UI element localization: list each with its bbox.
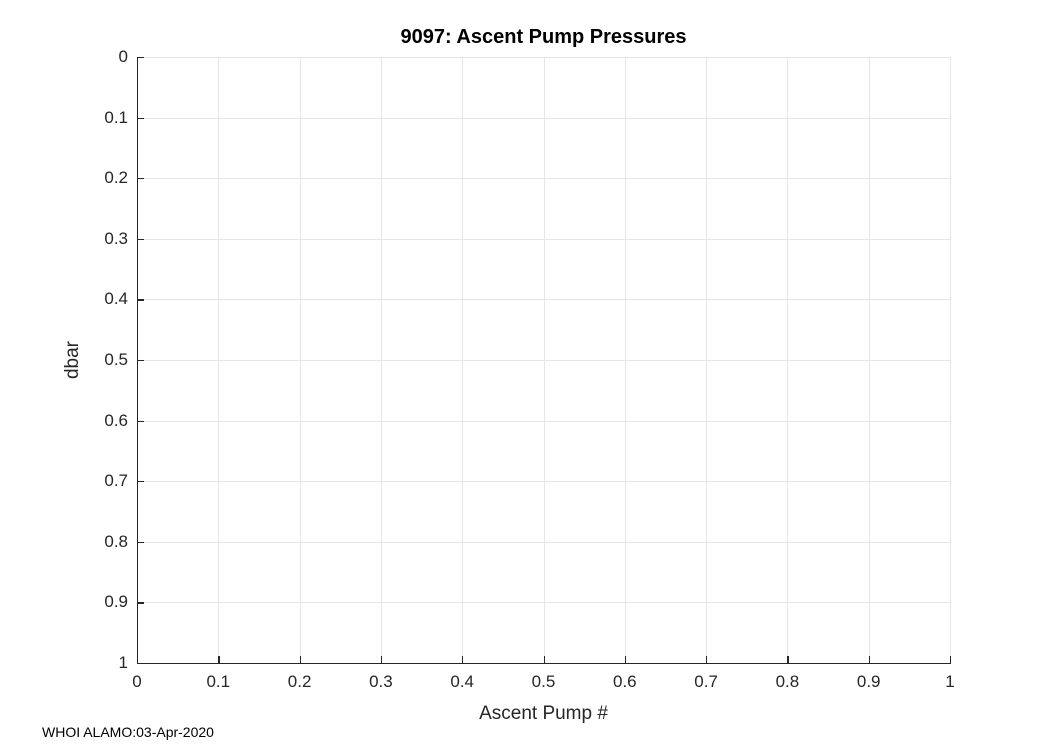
y-tick-mark (137, 420, 144, 422)
x-gridline (950, 57, 951, 663)
y-tick-mark (137, 481, 144, 483)
y-gridline (137, 481, 950, 483)
x-tick-label: 0.3 (369, 672, 393, 691)
y-gridline (137, 117, 950, 119)
x-tick-label: 0 (132, 672, 142, 691)
y-gridline (137, 602, 950, 604)
y-axis-label: dbar (62, 340, 83, 380)
x-tick-mark (380, 656, 383, 663)
y-tick-label: 0.9 (104, 592, 128, 612)
x-tick-label: 0.8 (775, 672, 800, 691)
y-tick-mark (137, 602, 144, 604)
x-tick-label: 0.2 (287, 672, 312, 691)
watermark-text: WHOI ALAMO:03-Apr-2020 (42, 724, 214, 740)
y-gridline (137, 57, 950, 58)
x-tick-mark (462, 656, 464, 663)
y-tick-mark (137, 117, 144, 119)
y-tick-mark (137, 299, 144, 301)
x-tick-mark (624, 656, 627, 663)
x-tick-label: 0.1 (206, 672, 231, 691)
y-tick-label: 0.1 (104, 107, 128, 127)
y-gridline (137, 178, 950, 180)
y-tick-label: 0.3 (104, 228, 128, 248)
y-tick-label: 0.8 (104, 531, 128, 551)
y-tick-label: 0.6 (104, 410, 128, 430)
y-gridline (137, 299, 950, 301)
x-tick-mark (950, 656, 952, 663)
y-tick-label: 0.2 (104, 168, 128, 188)
x-tick-mark (299, 656, 301, 663)
x-tick-label: 0.7 (694, 672, 718, 691)
y-gridline (137, 360, 950, 361)
x-tick-mark (868, 656, 870, 663)
y-tick-mark (137, 360, 144, 362)
x-tick-label: 0.6 (612, 672, 637, 691)
x-tick-label: 0.9 (856, 672, 881, 691)
x-tick-label: 0.5 (531, 672, 556, 691)
y-gridline (137, 541, 950, 543)
y-tick-mark (137, 57, 144, 59)
y-tick-label: 0.5 (104, 350, 128, 369)
y-tick-label: 1 (118, 653, 128, 672)
x-tick-mark (787, 656, 789, 663)
x-tick-mark (137, 656, 139, 663)
x-tick-mark (218, 656, 220, 663)
y-tick-label: 0.7 (104, 471, 128, 491)
x-axis-line (137, 663, 952, 665)
y-gridline (137, 420, 950, 422)
x-tick-mark (543, 656, 545, 663)
y-gridline (137, 238, 950, 240)
y-tick-mark (137, 541, 144, 544)
y-tick-mark (137, 178, 144, 180)
x-axis-label: Ascent Pump # (479, 703, 608, 724)
y-tick-mark (137, 238, 144, 241)
x-tick-label: 0.4 (450, 672, 475, 691)
y-tick-label: 0 (118, 47, 128, 66)
chart-title: 9097: Ascent Pump Pressures (400, 26, 687, 48)
x-tick-mark (706, 656, 708, 663)
x-tick-label: 1 (945, 672, 955, 691)
y-tick-label: 0.4 (104, 289, 128, 309)
y-tick-mark (137, 663, 144, 665)
